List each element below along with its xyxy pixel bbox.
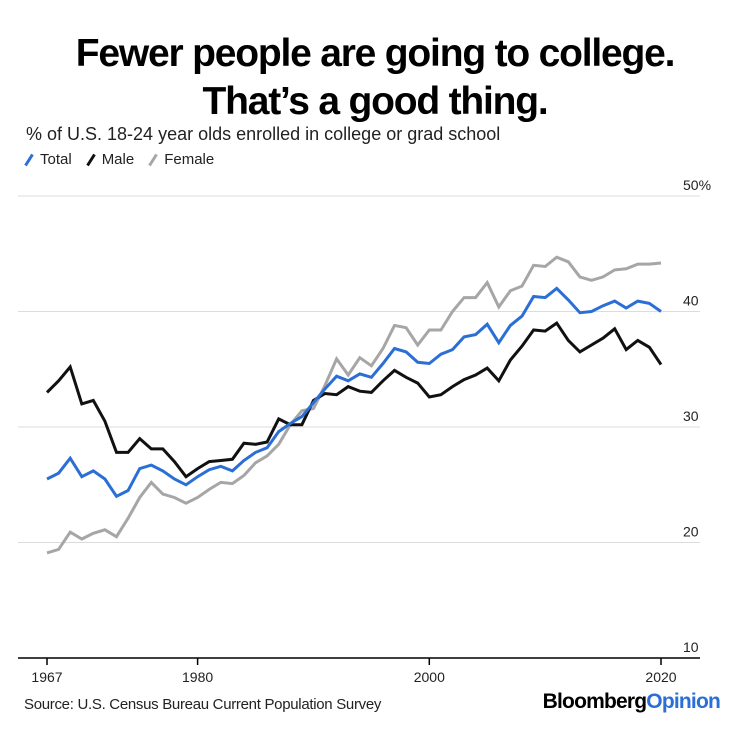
- source-note: Source: U.S. Census Bureau Current Popul…: [24, 696, 382, 713]
- chart-title: Fewer people are going to college. That’…: [0, 30, 750, 126]
- legend-item-total: Total: [24, 151, 72, 168]
- series-line-male: [45, 320, 663, 479]
- series-line-female: [46, 255, 662, 555]
- title-line-2: That’s a good thing.: [202, 80, 548, 123]
- x-tick-label-1967: 1967: [31, 669, 62, 685]
- title-line-1: Fewer people are going to college.: [75, 32, 676, 75]
- legend-swatch-total: [24, 153, 34, 166]
- brand-logo: BloombergOpinion: [542, 690, 721, 714]
- legend-swatch-female: [148, 153, 158, 166]
- legend-label-female: Female: [164, 151, 215, 168]
- legend-label-male: Male: [101, 151, 135, 168]
- series-line-total: [46, 286, 662, 499]
- y-tick-label-10: 10: [683, 639, 699, 655]
- y-tick-label-30: 30: [683, 408, 699, 424]
- x-tick-label-1980: 1980: [182, 669, 213, 685]
- y-tick-label-40: 40: [683, 293, 699, 309]
- y-tick-label-20: 20: [683, 524, 699, 540]
- legend-item-male: Male: [85, 151, 135, 168]
- legend-swatch-male: [85, 153, 96, 166]
- legend-item-female: Female: [148, 151, 214, 168]
- x-tick-label-2000: 2000: [414, 669, 445, 685]
- brand-part-2: Opinion: [646, 690, 721, 713]
- chart-legend: Total Male Female: [24, 151, 214, 168]
- legend-label-total: Total: [40, 151, 72, 168]
- x-tick-label-2020: 2020: [645, 669, 676, 685]
- y-tick-label-50%: 50%: [683, 177, 711, 193]
- chart-subtitle: % of U.S. 18-24 year olds enrolled in co…: [26, 124, 501, 144]
- brand-part-1: Bloomberg: [542, 690, 647, 713]
